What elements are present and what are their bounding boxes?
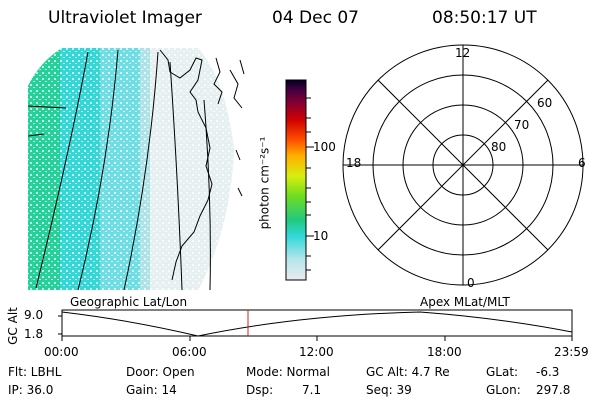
- x-tick-1800: 18:00: [427, 345, 462, 359]
- y-tick-9: 9.0: [24, 308, 44, 322]
- geographic-title: Geographic Lat/Lon: [70, 295, 188, 309]
- filter-info: Flt: LBHL: [8, 365, 62, 379]
- x-tick-0600: 06:00: [172, 345, 207, 359]
- altitude-plot: [58, 309, 573, 341]
- y-tick-1-8: 1.8: [24, 327, 44, 341]
- colorbar: [285, 79, 307, 281]
- door-info: Door: Open: [126, 365, 195, 379]
- date-label: 04 Dec 07: [272, 8, 359, 28]
- dsp-label: Dsp:: [246, 383, 274, 397]
- gain-info: Gain: 14: [126, 383, 177, 397]
- colorbar-unit-label: photon cm⁻²s⁻¹: [257, 136, 272, 230]
- instrument-title: Ultraviolet Imager: [48, 8, 202, 28]
- x-tick-2359: 23:59: [554, 345, 589, 359]
- earth-image: [28, 48, 234, 290]
- x-tick-1200: 12:00: [299, 345, 334, 359]
- glon-value: 297.8: [536, 383, 571, 397]
- gc-alt-info: GC Alt: 4.7 Re: [366, 365, 450, 379]
- lat-label-60: 60: [537, 96, 553, 110]
- colorbar-tick-100: 100: [313, 140, 336, 154]
- glon-label: GLon:: [486, 383, 521, 397]
- glat-label: GLat:: [486, 365, 519, 379]
- colorbar-ticks: [306, 97, 314, 271]
- time-label: 08:50:17 UT: [432, 8, 537, 28]
- colorbar-tick-10: 10: [313, 229, 329, 243]
- mlt-label-18: 18: [346, 156, 362, 170]
- longitude-lines: [35, 49, 211, 291]
- coastline: [27, 49, 245, 281]
- mode-info: Mode: Normal: [246, 365, 330, 379]
- dsp-value: 7.1: [302, 383, 322, 397]
- mlt-label-6: 6: [578, 156, 586, 170]
- glat-value: -6.3: [536, 365, 560, 379]
- x-tick-0000: 00:00: [44, 345, 79, 359]
- seq-info: Seq: 39: [366, 383, 412, 397]
- polar-grid: [342, 44, 584, 286]
- lat-label-70: 70: [514, 118, 530, 132]
- lat-label-80: 80: [491, 140, 507, 154]
- gc-alt-axis-label: GC Alt: [5, 307, 20, 345]
- mlt-label-0: 0: [467, 276, 475, 290]
- mlt-label-12: 12: [455, 46, 471, 60]
- ip-info: IP: 36.0: [8, 383, 54, 397]
- apex-title: Apex MLat/MLT: [420, 295, 510, 309]
